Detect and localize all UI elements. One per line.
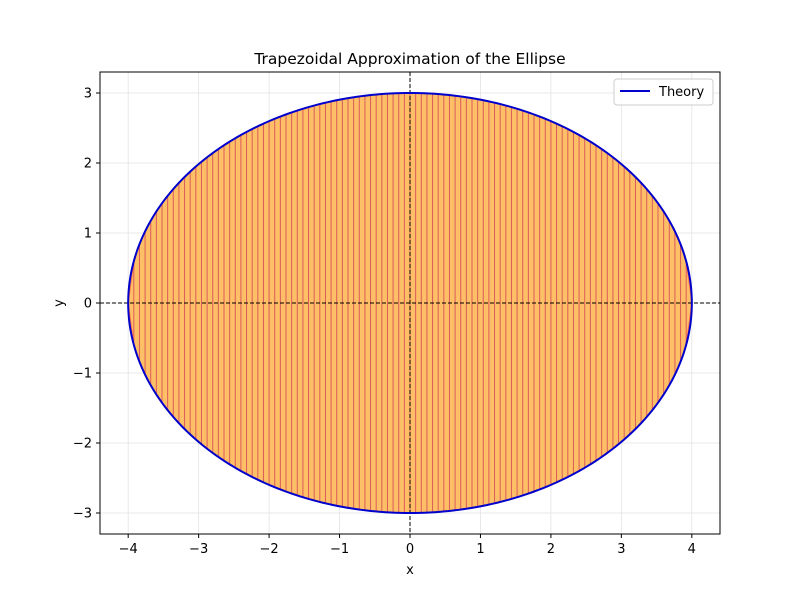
- y-tick-label: 3: [84, 87, 92, 102]
- x-tick-label: −4: [119, 542, 138, 557]
- theory-curve: [127, 91, 693, 515]
- y-axis-ticks: −3 −2 −1 0 1 2 3: [73, 87, 100, 522]
- x-tick-label: −3: [189, 542, 208, 557]
- y-tick-label: −1: [73, 367, 92, 382]
- y-tick-label: −3: [73, 507, 92, 522]
- x-tick-label: −1: [330, 542, 349, 557]
- reference-lines: [100, 72, 720, 534]
- x-tick-label: 1: [476, 542, 484, 557]
- x-axis-label: x: [406, 563, 414, 578]
- y-tick-label: 0: [84, 297, 92, 312]
- x-tick-label: −2: [260, 542, 279, 557]
- y-axis-label: y: [52, 299, 67, 307]
- y-tick-label: 2: [84, 157, 92, 172]
- x-axis-ticks: −4 −3 −2 −1 0 1 2 3 4: [119, 534, 696, 557]
- legend: Theory: [613, 78, 714, 106]
- chart-title: Trapezoidal Approximation of the Ellipse: [253, 50, 565, 68]
- y-tick-label: −2: [73, 437, 92, 452]
- legend-label-theory: Theory: [658, 85, 704, 100]
- x-tick-label: 3: [617, 542, 625, 557]
- x-tick-label: 2: [547, 542, 555, 557]
- x-tick-label: 4: [688, 542, 696, 557]
- legend-box: [613, 78, 714, 106]
- y-tick-label: 1: [84, 227, 92, 242]
- series-theory-line: [127, 91, 693, 515]
- x-tick-label: 0: [406, 542, 414, 557]
